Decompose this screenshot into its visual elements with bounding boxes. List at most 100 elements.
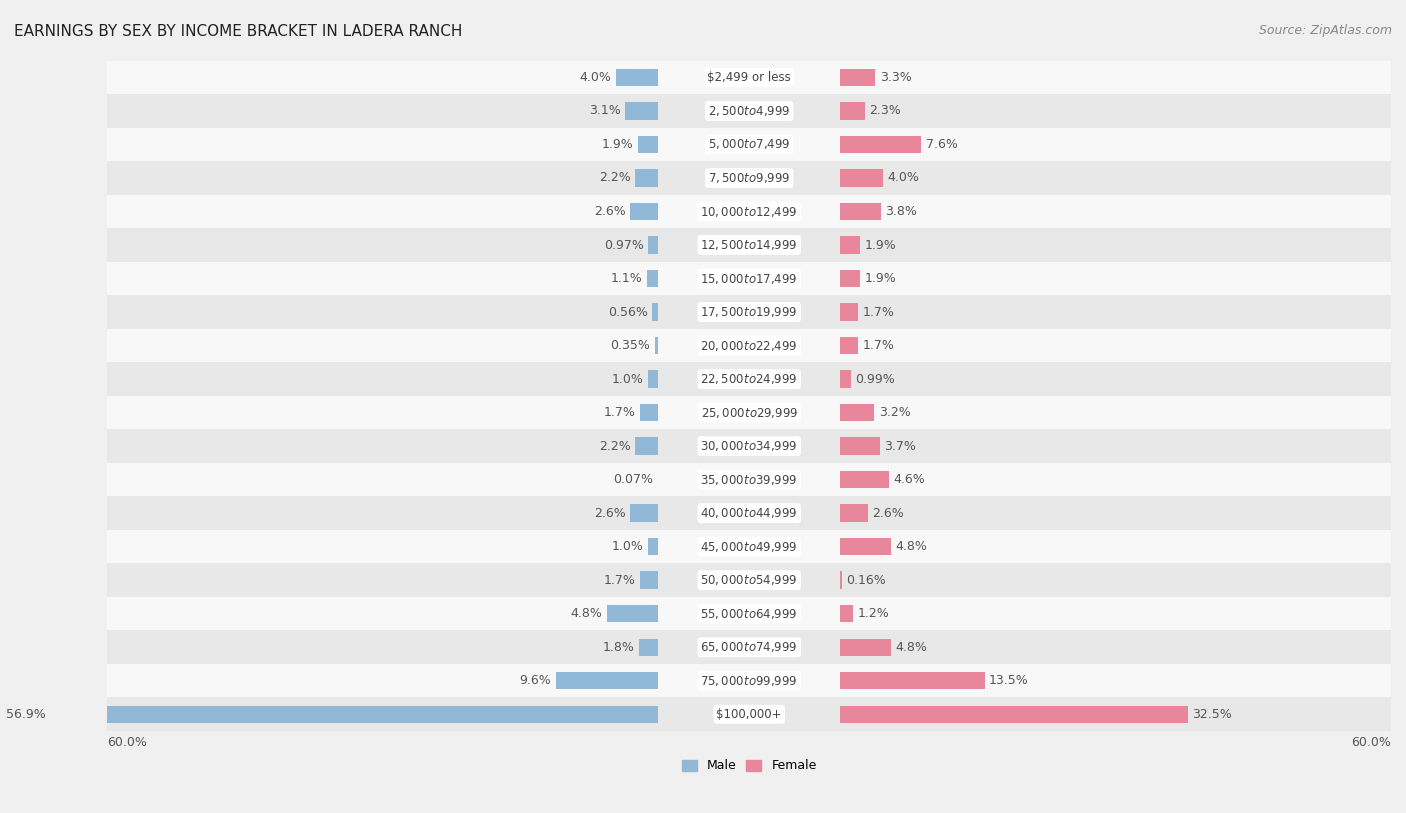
Bar [107,61,1391,94]
Bar [841,638,891,656]
Bar [841,706,1188,723]
Bar [107,597,1391,630]
Text: $2,500 to $4,999: $2,500 to $4,999 [709,104,790,118]
Bar [107,497,1391,530]
Text: 1.9%: 1.9% [865,238,897,251]
Bar [107,262,1391,295]
Text: $5,000 to $7,499: $5,000 to $7,499 [709,137,790,151]
Bar [648,538,658,555]
Bar [841,169,883,187]
Text: 1.7%: 1.7% [605,406,636,420]
Text: $20,000 to $22,499: $20,000 to $22,499 [700,338,799,353]
Bar [107,128,1391,161]
Bar [107,463,1391,497]
Text: 1.7%: 1.7% [863,306,894,319]
Bar [640,404,658,421]
Text: $15,000 to $17,499: $15,000 to $17,499 [700,272,799,285]
Text: 2.2%: 2.2% [599,172,630,185]
Text: $10,000 to $12,499: $10,000 to $12,499 [700,205,799,219]
Text: $12,500 to $14,999: $12,500 to $14,999 [700,238,799,252]
Bar [626,102,658,120]
Text: Source: ZipAtlas.com: Source: ZipAtlas.com [1258,24,1392,37]
Bar [647,270,658,287]
Text: 60.0%: 60.0% [1351,736,1391,749]
Bar [648,371,658,388]
Text: 3.8%: 3.8% [884,205,917,218]
Bar [640,638,658,656]
Text: 4.8%: 4.8% [896,540,928,553]
Text: 13.5%: 13.5% [988,674,1029,687]
Bar [107,664,1391,698]
Text: 2.6%: 2.6% [595,205,626,218]
Text: $17,500 to $19,999: $17,500 to $19,999 [700,305,799,319]
Text: 1.7%: 1.7% [605,574,636,587]
Bar [107,698,1391,731]
Bar [841,672,984,689]
Text: 3.1%: 3.1% [589,104,621,117]
Text: $75,000 to $99,999: $75,000 to $99,999 [700,674,799,688]
Bar [841,69,876,86]
Text: 60.0%: 60.0% [107,736,148,749]
Text: 4.8%: 4.8% [896,641,928,654]
Text: $30,000 to $34,999: $30,000 to $34,999 [700,439,799,453]
Text: $25,000 to $29,999: $25,000 to $29,999 [700,406,797,420]
Text: 2.2%: 2.2% [599,440,630,453]
Text: 0.07%: 0.07% [613,473,654,486]
Bar [634,169,658,187]
Bar [841,538,891,555]
Text: 0.56%: 0.56% [609,306,648,319]
Bar [107,396,1391,429]
Text: 32.5%: 32.5% [1192,708,1232,721]
Text: $40,000 to $44,999: $40,000 to $44,999 [700,506,799,520]
Text: 1.9%: 1.9% [602,138,634,151]
Text: 3.3%: 3.3% [880,71,911,84]
Bar [49,706,658,723]
Bar [555,672,658,689]
Text: $100,000+: $100,000+ [717,708,782,721]
Text: 2.6%: 2.6% [872,506,904,520]
Bar [841,404,875,421]
Bar [107,563,1391,597]
Text: 1.9%: 1.9% [865,272,897,285]
Bar [107,195,1391,228]
Bar [841,572,842,589]
Text: $65,000 to $74,999: $65,000 to $74,999 [700,640,799,654]
Text: 9.6%: 9.6% [520,674,551,687]
Text: $35,000 to $39,999: $35,000 to $39,999 [700,472,799,487]
Bar [841,202,880,220]
Text: $55,000 to $64,999: $55,000 to $64,999 [700,606,799,620]
Bar [634,437,658,454]
Bar [607,605,658,623]
Bar [630,504,658,522]
Bar [640,572,658,589]
Text: 1.1%: 1.1% [610,272,643,285]
Bar [638,136,658,153]
Text: $7,500 to $9,999: $7,500 to $9,999 [709,171,790,185]
Text: 4.8%: 4.8% [571,607,603,620]
Bar [841,303,858,321]
Bar [616,69,658,86]
Bar [107,630,1391,664]
Bar [107,363,1391,396]
Bar [107,228,1391,262]
Text: 1.2%: 1.2% [858,607,889,620]
Bar [841,605,853,623]
Bar [841,136,921,153]
Bar [107,161,1391,195]
Text: 4.6%: 4.6% [894,473,925,486]
Text: 1.0%: 1.0% [612,540,644,553]
Text: 7.6%: 7.6% [925,138,957,151]
Bar [841,437,880,454]
Bar [841,102,865,120]
Bar [841,471,890,489]
Text: 4.0%: 4.0% [887,172,920,185]
Text: 2.6%: 2.6% [595,506,626,520]
Bar [107,94,1391,128]
Text: 3.2%: 3.2% [879,406,911,420]
Bar [655,337,658,354]
Bar [652,303,658,321]
Text: 56.9%: 56.9% [6,708,45,721]
Legend: Male, Female: Male, Female [676,754,821,777]
Bar [630,202,658,220]
Bar [841,237,860,254]
